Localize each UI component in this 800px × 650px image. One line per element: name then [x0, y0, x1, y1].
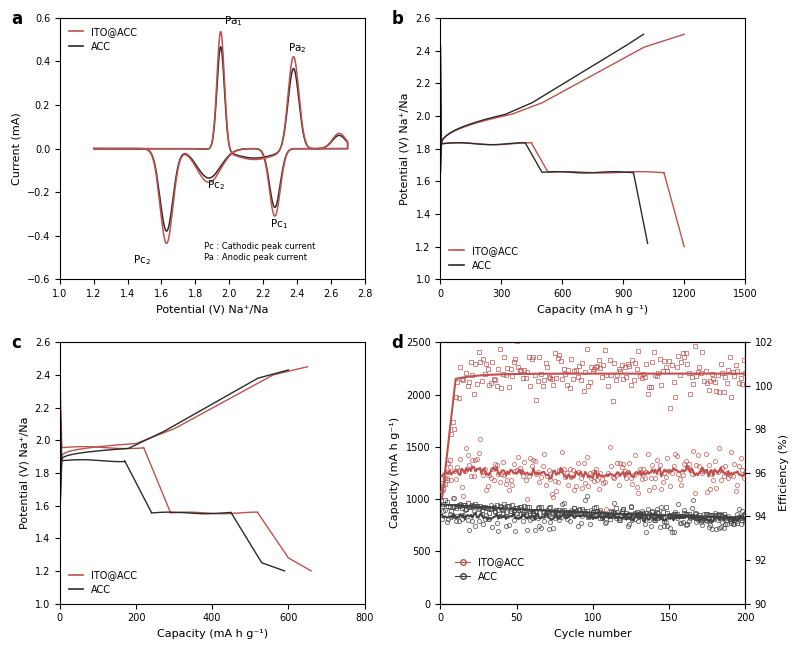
- Legend: ITO@ACC, ACC: ITO@ACC, ACC: [65, 566, 141, 599]
- Text: Pc : Cathodic peak current
Pa : Anodic peak current: Pc : Cathodic peak current Pa : Anodic p…: [204, 242, 315, 262]
- Y-axis label: Current (mA): Current (mA): [11, 112, 21, 185]
- Text: Pc$_2$: Pc$_2$: [134, 253, 151, 267]
- Y-axis label: Potential (V) Na⁺/Na: Potential (V) Na⁺/Na: [400, 92, 410, 205]
- Text: Pc$_1$: Pc$_1$: [270, 217, 288, 231]
- X-axis label: Capacity (mA h g⁻¹): Capacity (mA h g⁻¹): [538, 305, 648, 315]
- Legend: ITO@ACC, ACC: ITO@ACC, ACC: [446, 242, 522, 274]
- Text: Pa$_1$: Pa$_1$: [224, 14, 242, 28]
- X-axis label: Potential (V) Na⁺/Na: Potential (V) Na⁺/Na: [156, 305, 269, 315]
- Text: Pa$_2$: Pa$_2$: [288, 41, 307, 55]
- Y-axis label: Potential (V) Na⁺/Na: Potential (V) Na⁺/Na: [19, 417, 29, 529]
- X-axis label: Cycle number: Cycle number: [554, 629, 631, 639]
- Text: Pc$_2$: Pc$_2$: [207, 178, 225, 192]
- Text: a: a: [11, 10, 22, 28]
- Text: b: b: [392, 10, 403, 28]
- Text: c: c: [11, 334, 21, 352]
- Legend: ITO@ACC, ACC: ITO@ACC, ACC: [65, 23, 141, 55]
- X-axis label: Capacity (mA h g⁻¹): Capacity (mA h g⁻¹): [157, 629, 268, 639]
- Legend: ITO@ACC, ACC: ITO@ACC, ACC: [451, 553, 527, 586]
- Y-axis label: Capacity (mA h g⁻¹): Capacity (mA h g⁻¹): [390, 417, 401, 528]
- Y-axis label: Efficiency (%): Efficiency (%): [779, 434, 789, 512]
- Text: d: d: [392, 334, 403, 352]
